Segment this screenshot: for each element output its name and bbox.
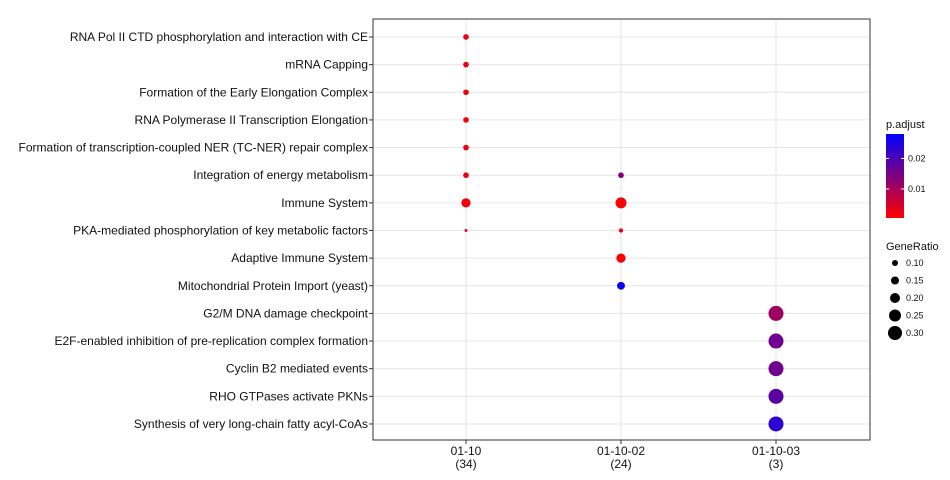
y-tick-label: Formation of transcription-coupled NER (… — [19, 141, 368, 155]
color-legend-bar — [886, 134, 904, 218]
size-legend-label: 0.30 — [906, 328, 924, 338]
data-point — [618, 228, 624, 233]
data-point — [768, 416, 784, 432]
y-tick-label: mRNA Capping — [285, 58, 368, 72]
data-point — [617, 281, 625, 290]
size-legend-key — [890, 293, 900, 303]
color-legend-title: p.adjust — [886, 119, 925, 131]
data-point — [463, 117, 469, 123]
color-legend-tick-label: 0.01 — [908, 184, 926, 194]
color-legend-tick-label: 0.02 — [908, 153, 926, 163]
data-point — [618, 172, 624, 179]
y-tick-label: Synthesis of very long-chain fatty acyl-… — [134, 417, 368, 431]
data-point — [768, 305, 784, 321]
data-point — [768, 361, 784, 377]
y-tick-label: PKA-mediated phosphorylation of key meta… — [73, 223, 368, 237]
size-legend-label: 0.25 — [906, 311, 924, 321]
data-point — [616, 253, 626, 263]
data-point — [463, 172, 469, 179]
y-tick-label: Formation of the Early Elongation Comple… — [139, 85, 368, 99]
size-legend-key — [889, 309, 901, 322]
size-legend-title: GeneRatio — [886, 241, 939, 253]
y-tick-label: RNA Polymerase II Transcription Elongati… — [135, 113, 368, 127]
size-legend-key — [891, 276, 899, 285]
data-points — [461, 34, 784, 432]
data-point — [463, 144, 469, 151]
x-tick-count: (24) — [610, 457, 631, 471]
y-tick-label: Mitochondrial Protein Import (yeast) — [178, 279, 368, 293]
x-axis-labels: 01-10(34) 01-10-02(24) 01-10-03(3) — [451, 440, 800, 471]
data-point — [464, 228, 468, 232]
data-point — [461, 198, 471, 208]
color-legend: p.adjust 0.02 0.01 — [886, 119, 926, 218]
y-tick-label: RHO GTPases activate PKNs — [209, 389, 368, 403]
x-tick-label: 01-10-03 — [752, 444, 800, 458]
size-legend-label: 0.20 — [906, 293, 924, 303]
y-tick-label: Integration of energy metabolism — [193, 168, 368, 182]
y-tick-label: RNA Pol II CTD phosphorylation and inter… — [70, 30, 368, 44]
data-point — [463, 61, 469, 68]
x-tick-label: 01-10 — [451, 444, 482, 458]
x-tick-label: 01-10-02 — [597, 444, 645, 458]
data-point — [615, 197, 627, 209]
size-legend-label: 0.15 — [906, 276, 924, 286]
x-tick-count: (3) — [769, 457, 784, 471]
data-point — [463, 89, 469, 96]
y-tick-label: Adaptive Immune System — [231, 251, 368, 265]
y-tick-label: E2F-enabled inhibition of pre-replicatio… — [55, 334, 369, 348]
y-tick-label: Immune System — [281, 196, 368, 210]
data-point — [768, 333, 784, 349]
size-legend: GeneRatio 0.10 0.15 0.20 0.25 0.30 — [886, 241, 939, 340]
x-tick-count: (34) — [455, 457, 476, 471]
data-point — [463, 34, 469, 40]
y-tick-label: Cyclin B2 mediated events — [226, 362, 368, 376]
size-legend-label: 0.10 — [906, 258, 924, 268]
y-axis-labels: RNA Pol II CTD phosphorylation and inter… — [19, 30, 373, 431]
size-legend-key — [888, 326, 902, 340]
size-legend-key — [892, 260, 898, 266]
y-tick-label: G2/M DNA damage checkpoint — [203, 306, 368, 320]
data-point — [768, 388, 784, 404]
